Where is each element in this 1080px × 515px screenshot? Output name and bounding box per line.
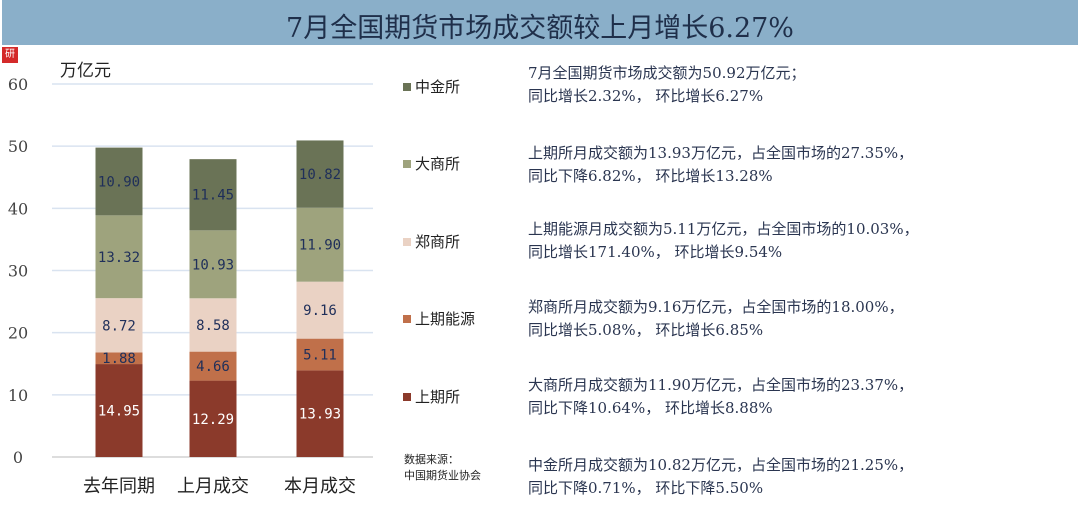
- note-line: 郑商所月成交额为9.16万亿元，占全国市场的18.00%，: [528, 298, 904, 316]
- note: 上期所月成交额为13.93万亿元，占全国市场的27.35%， 同比下降6.82%，…: [528, 142, 913, 188]
- legend-label: 大商所: [415, 155, 461, 173]
- bar-segment: [296, 338, 344, 371]
- y-tick-label: 40: [8, 199, 28, 218]
- bar-segment: [189, 298, 237, 352]
- data-label: 9.16: [303, 303, 337, 319]
- note-line: 大商所月成交额为11.90万亿元，占全国市场的23.37%，: [528, 376, 914, 394]
- bar-segment: [95, 147, 143, 216]
- legend-label: 中金所: [415, 78, 461, 96]
- note-line: 上期所月成交额为13.93万亿元，占全国市场的27.35%，: [528, 144, 914, 162]
- x-tick-label: 去年同期: [83, 476, 155, 497]
- note-line: 同比增长5.08%， 环比增长6.85%: [528, 321, 764, 339]
- data-label: 13.93: [299, 407, 341, 423]
- legend-label: 上期所: [415, 388, 461, 406]
- bar-segment: [95, 215, 143, 299]
- data-label: 10.90: [98, 174, 140, 190]
- y-axis-label: 万亿元: [60, 61, 111, 81]
- data-label: 5.11: [303, 348, 337, 364]
- legend-item: 中金所: [403, 76, 460, 97]
- bar-segment: [95, 352, 143, 365]
- note-line: 7月全国期货市场成交额为50.92万亿元；: [528, 64, 806, 82]
- bar-segment: [189, 230, 237, 299]
- data-source: 数据来源： 中国期货业协会: [404, 452, 481, 484]
- note-line: 同比下降10.64%， 环比增长8.88%: [528, 399, 773, 417]
- data-label: 11.90: [299, 238, 341, 254]
- legend-item: 上期能源: [403, 308, 475, 329]
- data-label: 1.88: [102, 351, 136, 367]
- data-label: 12.29: [192, 412, 234, 428]
- legend-swatch: [403, 392, 411, 401]
- note-line: 中金所月成交额为10.82万亿元，占全国市场的21.25%，: [528, 456, 914, 474]
- data-label: 13.32: [98, 250, 140, 266]
- y-tick-label: 50: [8, 137, 28, 156]
- legend-swatch: [403, 82, 411, 91]
- source-label: 数据来源：: [404, 453, 459, 466]
- note: 上期能源月成交额为5.11万亿元，占全国市场的10.03%， 同比增长171.40…: [528, 218, 919, 264]
- source-value: 中国期货业协会: [404, 469, 481, 482]
- y-tick-label: 20: [8, 324, 28, 343]
- y-tick-label: 10: [8, 386, 28, 405]
- y-tick-label: 60: [8, 75, 28, 94]
- bar-segment: [95, 298, 143, 353]
- data-label: 8.58: [196, 318, 230, 334]
- bar-segment: [296, 281, 344, 339]
- data-label: 10.93: [192, 257, 234, 273]
- legend-swatch: [403, 314, 411, 323]
- legend-label: 上期能源: [415, 310, 476, 328]
- bar-segment: [95, 364, 143, 457]
- note-line: 同比下降0.71%， 环比下降5.50%: [528, 479, 764, 497]
- logo: 研: [2, 47, 18, 63]
- bar-segment: [189, 380, 237, 457]
- note: 7月全国期货市场成交额为50.92万亿元； 同比增长2.32%， 环比增长6.27…: [528, 62, 806, 108]
- data-label: 4.66: [196, 359, 230, 375]
- bar-segment: [296, 370, 344, 457]
- note-line: 同比增长171.40%， 环比增长9.54%: [528, 243, 783, 261]
- x-tick-label: 上月成交: [177, 476, 249, 497]
- legend-item: 郑商所: [403, 231, 460, 252]
- data-label: 10.82: [299, 167, 341, 183]
- note-line: 同比增长2.32%， 环比增长6.27%: [528, 87, 764, 105]
- legend-item: 大商所: [403, 153, 460, 174]
- page-title: 7月全国期货市场成交额较上月增长6.27%: [286, 13, 794, 44]
- data-label: 11.45: [192, 188, 234, 204]
- note-line: 上期能源月成交额为5.11万亿元，占全国市场的10.03%，: [528, 220, 919, 238]
- bar-segment: [296, 140, 344, 208]
- data-label: 14.95: [98, 404, 140, 420]
- bar-segment: [296, 207, 344, 282]
- y-tick-label: 30: [8, 262, 28, 281]
- legend-label: 郑商所: [415, 233, 461, 251]
- data-label: 8.72: [102, 318, 136, 334]
- note: 郑商所月成交额为9.16万亿元，占全国市场的18.00%， 同比增长5.08%， …: [528, 296, 904, 342]
- legend-swatch: [403, 237, 411, 246]
- legend-swatch: [403, 159, 411, 168]
- note: 大商所月成交额为11.90万亿元，占全国市场的23.37%， 同比下降10.64%…: [528, 374, 913, 420]
- note-line: 同比下降6.82%， 环比增长13.28%: [528, 167, 773, 185]
- title-banner: 7月全国期货市场成交额较上月增长6.27%: [2, 0, 1078, 45]
- note: 中金所月成交额为10.82万亿元，占全国市场的21.25%， 同比下降0.71%，…: [528, 454, 913, 500]
- bar-segment: [189, 351, 237, 381]
- stacked-bar-chart: 万亿元 0 10 20 30 40 50 60 14.95 1.88 8.72 13.32 10.90 去…: [8, 61, 373, 497]
- x-tick-label: 本月成交: [284, 476, 356, 497]
- y-tick-label: 0: [13, 448, 23, 467]
- legend-item: 上期所: [403, 386, 460, 407]
- bar-segment: [189, 159, 237, 231]
